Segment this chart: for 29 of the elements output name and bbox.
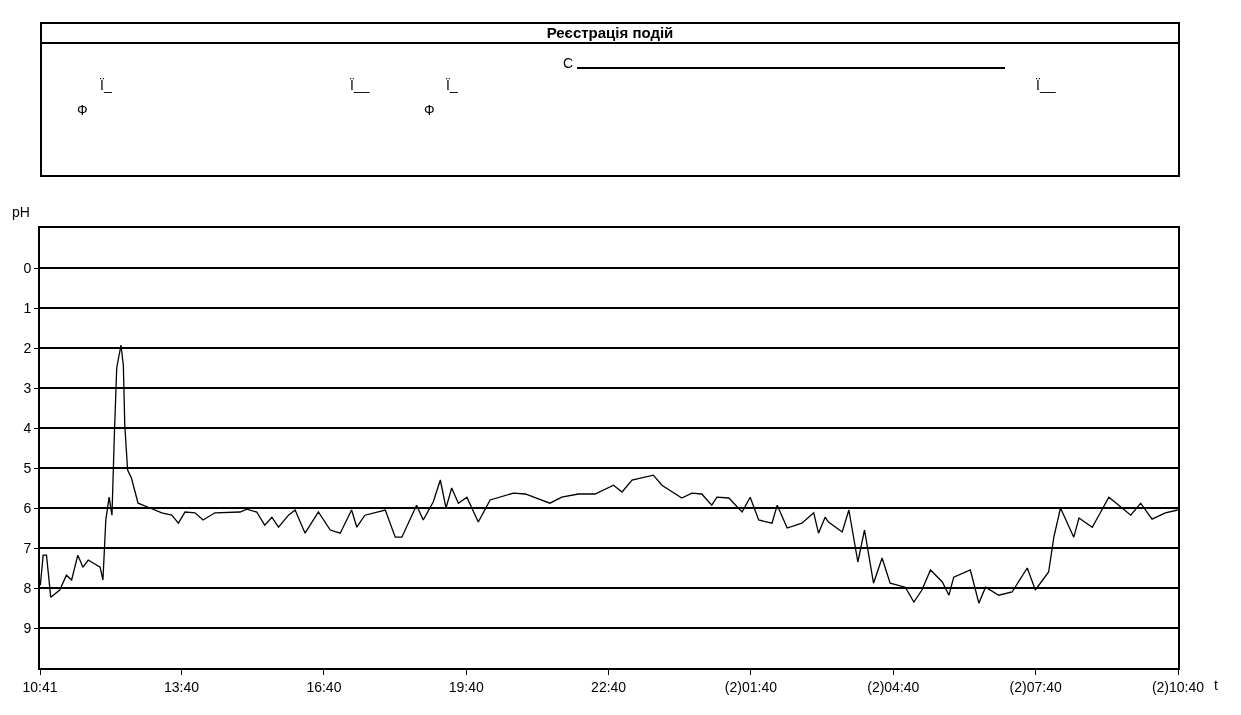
x-tick-label: (2)04:40	[867, 678, 920, 695]
y-tick-label: 8	[23, 579, 32, 596]
text: Ф	[424, 102, 435, 118]
x-tick-label: 22:40	[591, 678, 627, 695]
x-tick-label: 13:40	[164, 678, 200, 695]
y-tick-label: 9	[23, 619, 32, 636]
x-tick-label: 10:41	[22, 678, 58, 695]
text: Ф	[77, 102, 88, 118]
y-tick-label: 6	[23, 499, 32, 516]
text: Реєстрація подій	[42, 24, 1178, 44]
x-tick-label: (2)07:40	[1009, 678, 1062, 695]
x-axis-title: t	[1214, 677, 1218, 693]
y-tick-label: 2	[23, 339, 32, 356]
text: Ї__	[1036, 77, 1056, 93]
x-tick-label: (2)10:40	[1151, 678, 1205, 695]
y-tick-label: 3	[23, 379, 32, 396]
text: Ї_	[446, 77, 458, 93]
y-tick-label: 4	[23, 419, 32, 436]
text: Ї_	[100, 77, 112, 93]
y-tick-label: 5	[23, 459, 32, 476]
y-tick-label: 0	[23, 259, 32, 276]
x-tick-label: 19:40	[448, 678, 484, 695]
y-tick-label: 7	[23, 539, 32, 556]
text: С	[563, 55, 574, 71]
x-tick-label: (2)01:40	[724, 678, 778, 695]
text: Ї__	[350, 77, 370, 93]
y-axis-title: pH	[12, 204, 30, 220]
y-tick-label: 1	[23, 299, 32, 316]
x-tick-label: 16:40	[306, 678, 342, 695]
